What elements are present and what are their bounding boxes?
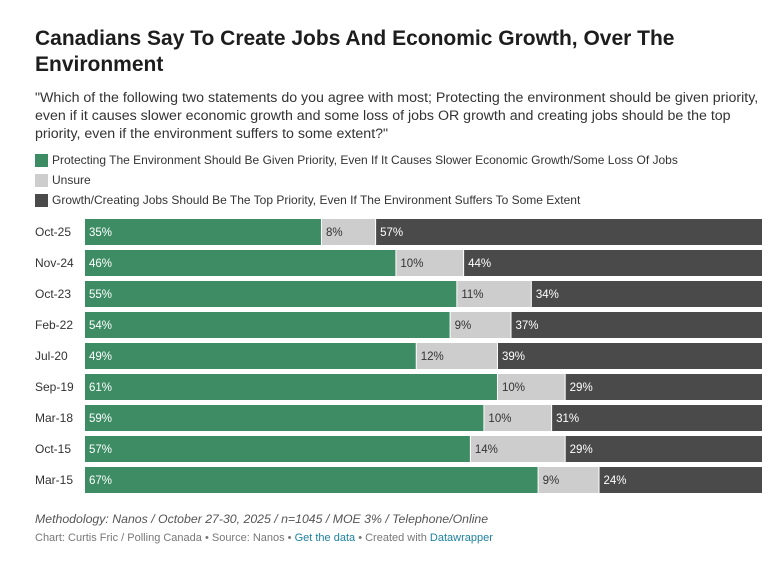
bar-label-growth-Feb-22: 37% [516, 320, 539, 332]
bar-unsure-Mar-15 [538, 467, 599, 493]
bar-protect-Oct-15 [85, 436, 470, 462]
get-data-link[interactable]: Get the data [294, 532, 356, 544]
bar-protect-Mar-15 [85, 467, 538, 493]
bar-label-protect-Mar-18: 59% [89, 413, 112, 425]
bar-unsure-Oct-23 [457, 281, 531, 307]
bar-unsure-Oct-15 [470, 436, 565, 462]
bar-label-growth-Oct-15: 29% [570, 444, 593, 456]
row-label-Sep-19: Sep-19 [35, 380, 74, 394]
bar-label-unsure-Oct-25: 8% [326, 227, 343, 239]
bar-label-growth-Sep-19: 29% [570, 382, 593, 394]
bar-label-unsure-Oct-23: 11% [461, 289, 483, 301]
footer-separator: • Created with [355, 532, 430, 544]
footer-credit: Chart: Curtis Fric / Polling Canada • So… [35, 532, 295, 544]
row-label-Oct-23: Oct-23 [35, 287, 71, 301]
bar-label-protect-Oct-25: 35% [89, 227, 112, 239]
bar-unsure-Sep-19 [497, 374, 565, 400]
bar-label-unsure-Feb-22: 9% [455, 320, 472, 332]
legend: Protecting The Environment Should Be Giv… [35, 150, 775, 210]
bar-label-growth-Nov-24: 44% [468, 258, 491, 270]
bar-label-protect-Feb-22: 54% [89, 320, 112, 332]
bar-growth-Mar-18 [552, 405, 762, 431]
row-label-Mar-18: Mar-18 [35, 411, 73, 425]
bar-protect-Sep-19 [85, 374, 497, 400]
bar-growth-Jul-20 [497, 343, 762, 369]
bar-growth-Oct-15 [565, 436, 762, 462]
bar-growth-Sep-19 [565, 374, 762, 400]
chart-title: Canadians Say To Create Jobs And Economi… [35, 27, 675, 76]
bar-protect-Jul-20 [85, 343, 416, 369]
stacked-bar-chart: Oct-25 35% 8% 57% Nov-24 46% 10% 44% Oct-23 55% 11… [35, 219, 762, 493]
bar-growth-Oct-23 [531, 281, 762, 307]
row-label-Oct-25: Oct-25 [35, 225, 71, 239]
bar-label-unsure-Sep-19: 10% [502, 382, 525, 394]
bar-protect-Feb-22 [85, 312, 450, 338]
bar-label-protect-Mar-15: 67% [89, 475, 112, 487]
bar-label-protect-Jul-20: 49% [89, 351, 112, 363]
legend-item-protect: Protecting The Environment Should Be Giv… [35, 150, 775, 170]
bar-protect-Oct-25 [85, 219, 321, 245]
row-label-Jul-20: Jul-20 [35, 349, 68, 363]
bar-label-growth-Oct-25: 57% [380, 227, 403, 239]
bar-label-protect-Sep-19: 61% [89, 382, 112, 394]
bar-label-unsure-Jul-20: 12% [421, 351, 444, 363]
legend-label-protect: Protecting The Environment Should Be Giv… [52, 153, 678, 167]
bar-label-protect-Oct-23: 55% [89, 289, 112, 301]
bar-protect-Mar-18 [85, 405, 484, 431]
row-label-Oct-15: Oct-15 [35, 442, 71, 456]
legend-label-growth: Growth/Creating Jobs Should Be The Top P… [52, 193, 581, 207]
bar-protect-Oct-23 [85, 281, 457, 307]
legend-swatch-growth [35, 193, 48, 207]
bar-unsure-Nov-24 [396, 250, 464, 276]
bar-label-growth-Mar-15: 24% [604, 475, 627, 487]
bar-unsure-Feb-22 [450, 312, 511, 338]
methodology-note: Methodology: Nanos / October 27-30, 2025… [35, 512, 489, 526]
footer-credits: Chart: Curtis Fric / Polling Canada • So… [35, 532, 493, 544]
bar-unsure-Mar-18 [484, 405, 552, 431]
bar-label-unsure-Mar-18: 10% [488, 413, 511, 425]
bar-growth-Mar-15 [599, 467, 762, 493]
bar-label-unsure-Mar-15: 9% [543, 475, 560, 487]
bar-label-growth-Jul-20: 39% [502, 351, 525, 363]
bar-unsure-Jul-20 [416, 343, 497, 369]
bar-growth-Nov-24 [464, 250, 762, 276]
bar-protect-Nov-24 [85, 250, 396, 276]
bar-growth-Feb-22 [511, 312, 762, 338]
legend-swatch-unsure [35, 173, 48, 187]
bar-label-unsure-Oct-15: 14% [475, 444, 498, 456]
bar-label-unsure-Nov-24: 10% [400, 258, 423, 270]
row-label-Nov-24: Nov-24 [35, 256, 74, 270]
legend-item-unsure: Unsure [35, 170, 775, 190]
chart-subtitle: "Which of the following two statements d… [35, 90, 759, 142]
bar-label-growth-Mar-18: 31% [556, 413, 579, 425]
datawrapper-link[interactable]: Datawrapper [429, 532, 493, 544]
bar-unsure-Oct-25 [321, 219, 376, 245]
bar-growth-Oct-25 [376, 219, 762, 245]
legend-label-unsure: Unsure [52, 173, 91, 187]
bar-label-protect-Oct-15: 57% [89, 444, 112, 456]
row-label-Mar-15: Mar-15 [35, 473, 73, 487]
bar-label-growth-Oct-23: 34% [536, 289, 559, 301]
bar-label-protect-Nov-24: 46% [89, 258, 112, 270]
legend-swatch-protect [35, 153, 48, 167]
legend-item-growth: Growth/Creating Jobs Should Be The Top P… [35, 190, 775, 210]
row-label-Feb-22: Feb-22 [35, 318, 73, 332]
